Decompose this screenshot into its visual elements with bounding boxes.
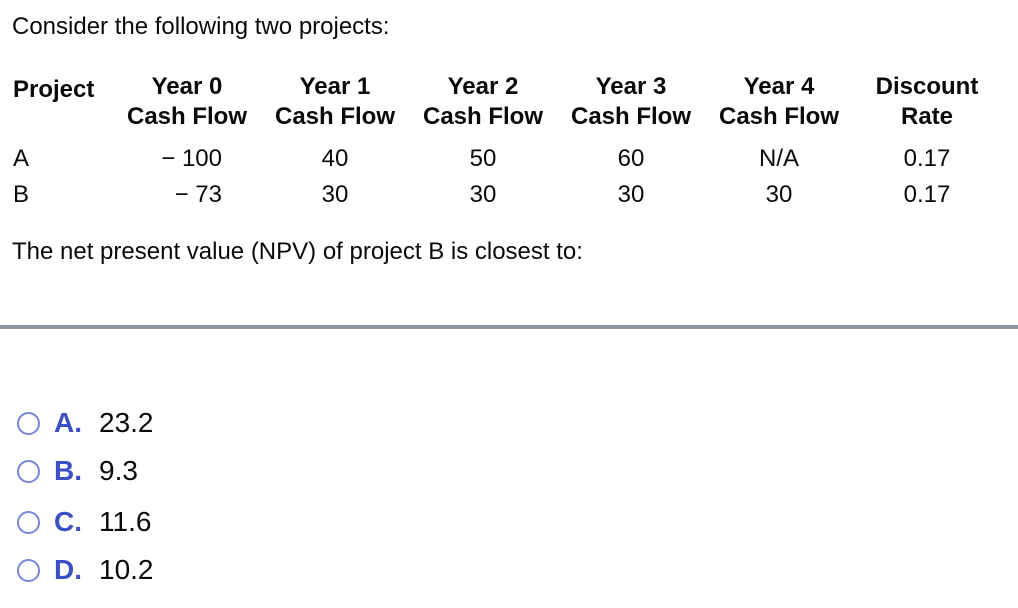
col-header-year0-line1: Year 0 (151, 73, 223, 100)
cell-a-year2: 50 (469, 145, 497, 172)
question-intro-text: Consider the following two projects: (12, 13, 390, 40)
divider-line (0, 325, 1018, 329)
col-header-year4-line2: Cash Flow (718, 103, 839, 130)
col-header-year2-line2: Cash Flow (422, 103, 543, 130)
col-header-year1-line1: Year 1 (299, 73, 371, 100)
col-header-discount-line1: Discount (875, 73, 979, 100)
col-header-project: Project (13, 76, 95, 103)
cell-b-discount: 0.17 (903, 181, 951, 208)
cell-b-project: B (13, 181, 30, 208)
col-header-year1: Year 1 Cash Flow (261, 72, 409, 141)
col-header-year4: Year 4 Cash Flow (705, 72, 853, 141)
option-letter-c: C. (54, 506, 82, 537)
cell-b-year2: 30 (469, 181, 497, 208)
table-row-project-a: A − 100 40 50 60 N/A 0.17 (13, 141, 1001, 177)
cashflow-table: Project Year 0 Cash Flow Year 1 Cash Flo… (13, 72, 1001, 213)
cell-a-year0: − 100 (161, 145, 222, 172)
option-letter-d: D. (54, 554, 82, 585)
radio-button-a[interactable] (17, 411, 40, 435)
table-header-row: Project Year 0 Cash Flow Year 1 Cash Flo… (13, 72, 1001, 141)
cell-a-year3: 60 (617, 145, 645, 172)
option-letter-a: A. (54, 407, 82, 438)
cell-b-year1: 30 (321, 181, 349, 208)
question-text: The net present value (NPV) of project B… (12, 238, 583, 265)
col-header-year2: Year 2 Cash Flow (409, 72, 557, 141)
col-header-year0: Year 0 Cash Flow (113, 72, 261, 141)
option-value-a: 23.2 (99, 407, 154, 438)
option-value-b: 9.3 (99, 455, 138, 486)
radio-button-c[interactable] (17, 510, 40, 534)
cell-a-year4: N/A (758, 145, 799, 172)
option-value-d: 10.2 (99, 554, 154, 585)
option-value-c: 11.6 (99, 506, 152, 537)
col-header-year3: Year 3 Cash Flow (557, 72, 705, 141)
option-row-c[interactable]: C. 11.6 (17, 508, 151, 536)
cell-b-year4: 30 (765, 181, 793, 208)
radio-button-b[interactable] (17, 459, 40, 483)
col-header-year4-line1: Year 4 (743, 73, 815, 100)
option-row-a[interactable]: A. 23.2 (17, 409, 154, 437)
col-header-discount-rate: Discount Rate (853, 72, 1001, 141)
option-row-d[interactable]: D. 10.2 (17, 556, 154, 584)
cell-a-discount: 0.17 (903, 145, 951, 172)
col-header-year3-line1: Year 3 (595, 73, 667, 100)
cell-a-year1: 40 (321, 145, 349, 172)
cell-b-year3: 30 (617, 181, 645, 208)
col-header-year1-line2: Cash Flow (274, 103, 395, 130)
col-header-year3-line2: Cash Flow (570, 103, 691, 130)
col-header-year2-line1: Year 2 (447, 73, 519, 100)
cell-b-year0: − 73 (174, 181, 222, 208)
option-row-b[interactable]: B. 9.3 (17, 457, 138, 485)
radio-button-d[interactable] (17, 558, 40, 582)
col-header-year0-line2: Cash Flow (126, 103, 247, 130)
col-header-discount-line2: Rate (900, 103, 954, 130)
cell-a-project: A (13, 145, 30, 172)
option-letter-b: B. (54, 455, 82, 486)
table-row-project-b: B − 73 30 30 30 30 0.17 (13, 177, 1001, 213)
